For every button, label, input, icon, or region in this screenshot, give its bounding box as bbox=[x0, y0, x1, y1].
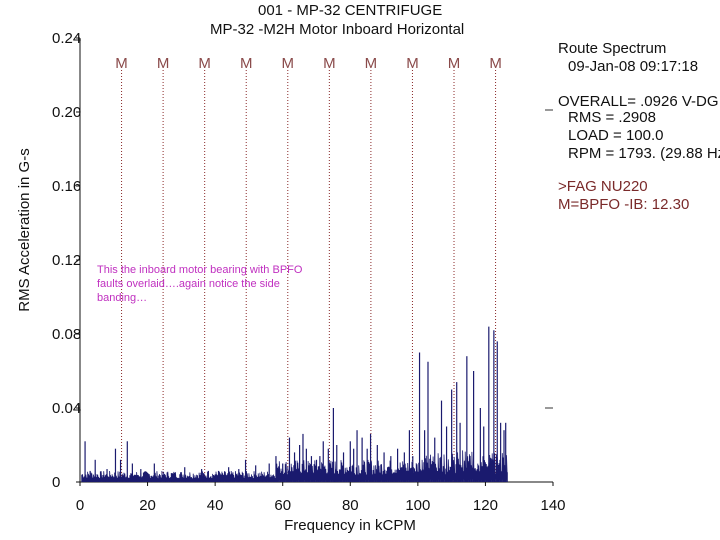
x-tick-label: 80 bbox=[342, 497, 359, 514]
chart-subtitle: MP-32 -M2H Motor Inboard Horizontal bbox=[210, 21, 465, 38]
x-tick-label: 40 bbox=[207, 497, 224, 514]
info-timestamp: 09-Jan-08 09:17:18 bbox=[568, 58, 699, 75]
info-spectrum-type: Route Spectrum bbox=[558, 40, 667, 57]
x-tick-label: 0 bbox=[76, 497, 84, 514]
fault-marker-label: M bbox=[282, 55, 295, 72]
fault-marker-label: M bbox=[406, 55, 419, 72]
chart-title: 001 - MP-32 CENTRIFUGE bbox=[258, 2, 443, 19]
x-tick-label: 100 bbox=[405, 497, 430, 514]
info-load: LOAD = 100.0 bbox=[568, 127, 664, 144]
fault-marker-label: M bbox=[115, 55, 128, 72]
y-tick-label: 0 bbox=[52, 474, 60, 491]
x-tick-label: 20 bbox=[139, 497, 156, 514]
info-rms: RMS = .2908 bbox=[568, 109, 656, 126]
fault-marker-label: M bbox=[157, 55, 170, 72]
y-tick-label: 0.24 bbox=[52, 30, 81, 47]
plot-axes bbox=[79, 38, 553, 483]
y-axis-label: RMS Acceleration in G-s bbox=[16, 148, 33, 311]
info-rpm: RPM = 1793. (29.88 Hz) bbox=[568, 145, 720, 162]
fault-marker-label: M bbox=[323, 55, 336, 72]
spectrum-layer bbox=[81, 326, 508, 483]
fault-marker-label: M bbox=[489, 55, 502, 72]
fault-marker-label: M bbox=[240, 55, 253, 72]
x-tick-label: 120 bbox=[473, 497, 498, 514]
y-tick-label: 0.20 bbox=[52, 104, 81, 121]
y-tick-label: 0.08 bbox=[52, 326, 81, 343]
tick-labels: 0 20 40 60 80 100 120 140 0 0.04 0.08 0.12 0.16 0.20 0… bbox=[52, 30, 566, 514]
fault-marker-label: M bbox=[448, 55, 461, 72]
annotation-note: This the inboard motor bearing with BPFO… bbox=[97, 264, 303, 304]
y-tick-label: 0.12 bbox=[52, 252, 81, 269]
fault-marker-label: M bbox=[365, 55, 378, 72]
y-tick-label: 0.16 bbox=[52, 178, 81, 195]
fault-marker-label: M bbox=[198, 55, 211, 72]
y-tick-label: 0.04 bbox=[52, 400, 81, 417]
fault-bearing: >FAG NU220 bbox=[558, 178, 648, 195]
fault-frequency: M=BPFO -IB: 12.30 bbox=[558, 196, 690, 213]
info-overall: OVERALL= .0926 V-DG bbox=[558, 93, 719, 110]
x-tick-label: 140 bbox=[540, 497, 565, 514]
x-axis-label: Frequency in kCPM bbox=[284, 517, 416, 534]
x-tick-label: 60 bbox=[274, 497, 291, 514]
